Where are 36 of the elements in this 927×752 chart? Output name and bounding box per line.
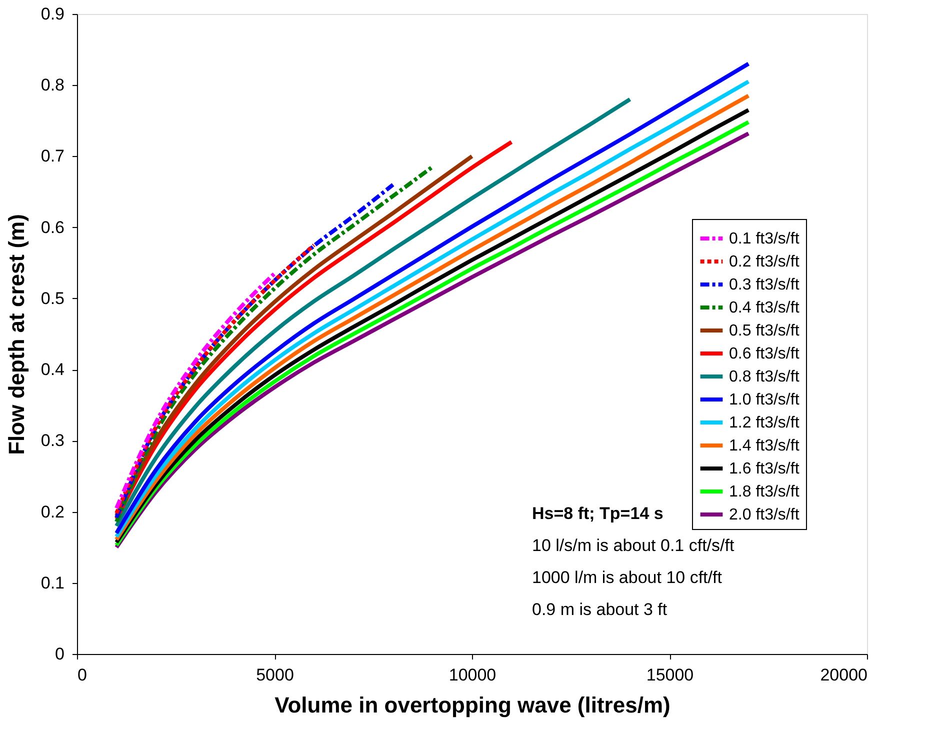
y-tick-label: 0.9	[40, 4, 64, 24]
legend-label: 0.3 ft3/s/ft	[729, 276, 800, 294]
legend-label: 1.8 ft3/s/ft	[729, 484, 800, 500]
legend-label: 1.4 ft3/s/ft	[729, 438, 800, 454]
legend-label: 0.4 ft3/s/ft	[729, 300, 800, 316]
y-axis-title: Flow depth at crest (m)	[4, 214, 29, 455]
legend-label: 0.6 ft3/s/ft	[729, 346, 800, 362]
x-tick-label: 20000	[820, 666, 868, 684]
y-tick-label: 0	[55, 644, 64, 664]
legend-label: 0.2 ft3/s/ft	[729, 254, 800, 270]
x-tick-label: 10000	[448, 666, 496, 684]
y-tick-label: 0.2	[40, 502, 64, 522]
y-tick-label: 0.1	[40, 573, 64, 592]
y-tick-label: 0.6	[40, 218, 64, 237]
legend-label: 1.0 ft3/s/ft	[729, 392, 800, 408]
x-axis-title: Volume in overtopping wave (litres/m)	[274, 692, 670, 718]
legend-label: 1.2 ft3/s/ft	[729, 414, 800, 432]
annotation: 10 l/s/m is about 0.1 cft/s/ft	[532, 536, 734, 555]
legend-label: 0.1 ft3/s/ft	[729, 230, 800, 248]
x-tick-label: 0	[78, 666, 87, 684]
x-tick-label: 15000	[646, 666, 694, 684]
y-tick-label: 0.3	[40, 431, 64, 450]
y-tick-label: 0.7	[40, 146, 64, 166]
legend-label: 0.8 ft3/s/ft	[729, 368, 800, 386]
y-tick-label: 0.5	[40, 288, 64, 308]
legend-label: 2.0 ft3/s/ft	[729, 506, 800, 524]
annotation: Hs=8 ft; Tp=14 s	[532, 504, 664, 523]
legend-label: 0.5 ft3/s/ft	[729, 322, 800, 340]
y-tick-label: 0.8	[40, 76, 64, 95]
line-series	[114, 182, 395, 520]
annotation: 1000 l/m is about 10 cft/ft	[532, 568, 722, 587]
annotation: 0.9 m is about 3 ft	[532, 600, 668, 619]
y-tick-label: 0.4	[40, 360, 64, 380]
line-series	[114, 272, 276, 510]
legend-label: 1.6 ft3/s/ft	[729, 460, 800, 478]
x-tick-label: 5000	[256, 666, 294, 684]
